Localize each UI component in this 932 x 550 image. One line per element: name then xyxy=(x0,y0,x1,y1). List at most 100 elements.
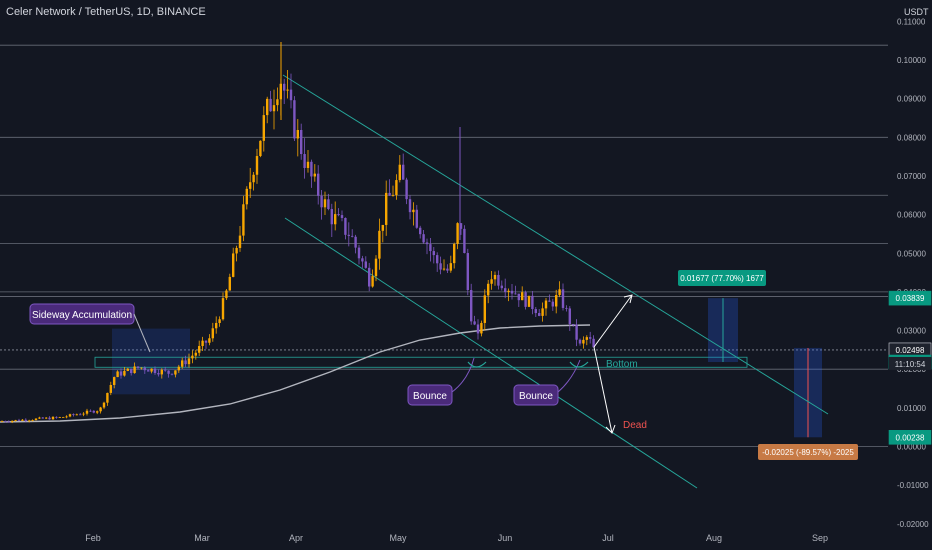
candle-body xyxy=(300,129,303,155)
candle-body xyxy=(480,322,483,334)
candle-body xyxy=(51,416,55,420)
candle-body xyxy=(225,290,228,299)
bounce-1-arc xyxy=(467,361,487,368)
candle-body xyxy=(374,258,378,277)
candle-body xyxy=(109,384,112,393)
candle-body xyxy=(391,195,395,196)
candle-body xyxy=(62,417,65,418)
candle-body xyxy=(262,115,265,141)
up-arrow-head xyxy=(623,294,633,304)
y-tick-label: 0.05000 xyxy=(897,249,926,258)
candle-body xyxy=(323,199,327,208)
x-tick-label: Feb xyxy=(85,533,101,543)
candle-body xyxy=(85,410,89,414)
candle-body xyxy=(572,324,575,325)
candle-body xyxy=(330,209,333,225)
candle-body xyxy=(177,366,180,371)
bounce-2-arc xyxy=(569,361,589,368)
candle-body xyxy=(72,414,75,416)
candle-body xyxy=(218,319,221,323)
candle-body xyxy=(459,223,463,229)
y-tick-label: 0.06000 xyxy=(897,211,926,220)
candle-body xyxy=(266,98,269,116)
candle-body xyxy=(181,360,184,367)
candle-body xyxy=(293,100,296,139)
y-tick-label: 0.01000 xyxy=(897,404,926,413)
candle-body xyxy=(99,407,102,412)
candle-body xyxy=(544,300,548,309)
candle-body xyxy=(514,293,517,295)
candle-body xyxy=(317,173,320,196)
y-tick-label: 0.08000 xyxy=(897,133,926,142)
price-tag-label: 0.03839 xyxy=(896,294,925,303)
time-axis[interactable]: Feb Mar Apr May Jun Jul Aug Sep xyxy=(85,533,828,543)
candle-body xyxy=(106,392,109,403)
candle-body xyxy=(453,243,456,264)
candle-body xyxy=(272,105,276,112)
candle-body xyxy=(432,251,435,256)
channel-upper xyxy=(282,74,829,415)
candle-body xyxy=(575,324,578,340)
candle-body xyxy=(0,421,4,423)
candle-body xyxy=(198,346,201,353)
candle-body xyxy=(517,293,520,301)
currency-label: USDT xyxy=(904,7,929,17)
price-axis[interactable]: 0.11000 0.10000 0.09000 0.08000 0.07000 0.060… xyxy=(897,17,929,528)
candle-body xyxy=(14,419,17,421)
candle-body xyxy=(425,242,429,245)
candle-body xyxy=(174,370,177,375)
candle-body xyxy=(592,338,595,348)
candle-body xyxy=(497,274,500,286)
x-tick-label: Jul xyxy=(602,533,614,543)
candle-body xyxy=(415,209,418,228)
candle-body xyxy=(395,180,398,196)
candle-body xyxy=(140,367,143,369)
candle-body xyxy=(153,368,157,374)
candle-body xyxy=(48,417,51,420)
bounce-2-label: Bounce xyxy=(519,391,553,402)
candle-body xyxy=(534,309,537,314)
candle-body xyxy=(228,276,231,291)
zones xyxy=(94,298,822,438)
bottom-zone xyxy=(94,356,748,368)
x-tick-label: May xyxy=(389,533,407,543)
candle-body xyxy=(561,289,565,308)
candle-body xyxy=(133,366,136,374)
candle-body xyxy=(24,419,27,421)
y-tick-label: -0.02000 xyxy=(897,520,929,529)
candle-body xyxy=(364,261,367,268)
candle-body xyxy=(126,368,129,371)
candle-body xyxy=(347,234,350,236)
candle-body xyxy=(466,253,469,291)
candle-body xyxy=(17,419,21,421)
y-tick-label: -0.01000 xyxy=(897,481,929,490)
candle-body xyxy=(7,421,10,423)
candle-body xyxy=(116,371,119,378)
candle-body xyxy=(286,89,289,91)
candle-body xyxy=(75,414,78,416)
candle-body xyxy=(170,373,174,375)
candle-body xyxy=(381,224,384,231)
candle-body xyxy=(463,228,466,254)
candle-body xyxy=(296,129,299,139)
candle-body xyxy=(487,283,490,296)
candle-body xyxy=(351,235,354,237)
candle-body xyxy=(41,417,44,419)
candle-body xyxy=(402,164,405,180)
candle-body xyxy=(320,195,323,208)
candle-body xyxy=(136,366,140,368)
measure-down-label: -0.02025 (-89.57%) -2025 xyxy=(762,448,854,457)
candle-body xyxy=(147,370,150,372)
candle-body xyxy=(344,217,347,235)
candle-body xyxy=(548,300,551,302)
candle-body xyxy=(79,414,82,416)
candle-body xyxy=(232,253,235,277)
candle-body xyxy=(249,182,252,189)
candle-body xyxy=(429,244,432,252)
candle-body xyxy=(371,276,374,287)
candle-body xyxy=(143,367,146,371)
accumulation-zone xyxy=(112,328,190,395)
candle-body xyxy=(408,199,412,213)
